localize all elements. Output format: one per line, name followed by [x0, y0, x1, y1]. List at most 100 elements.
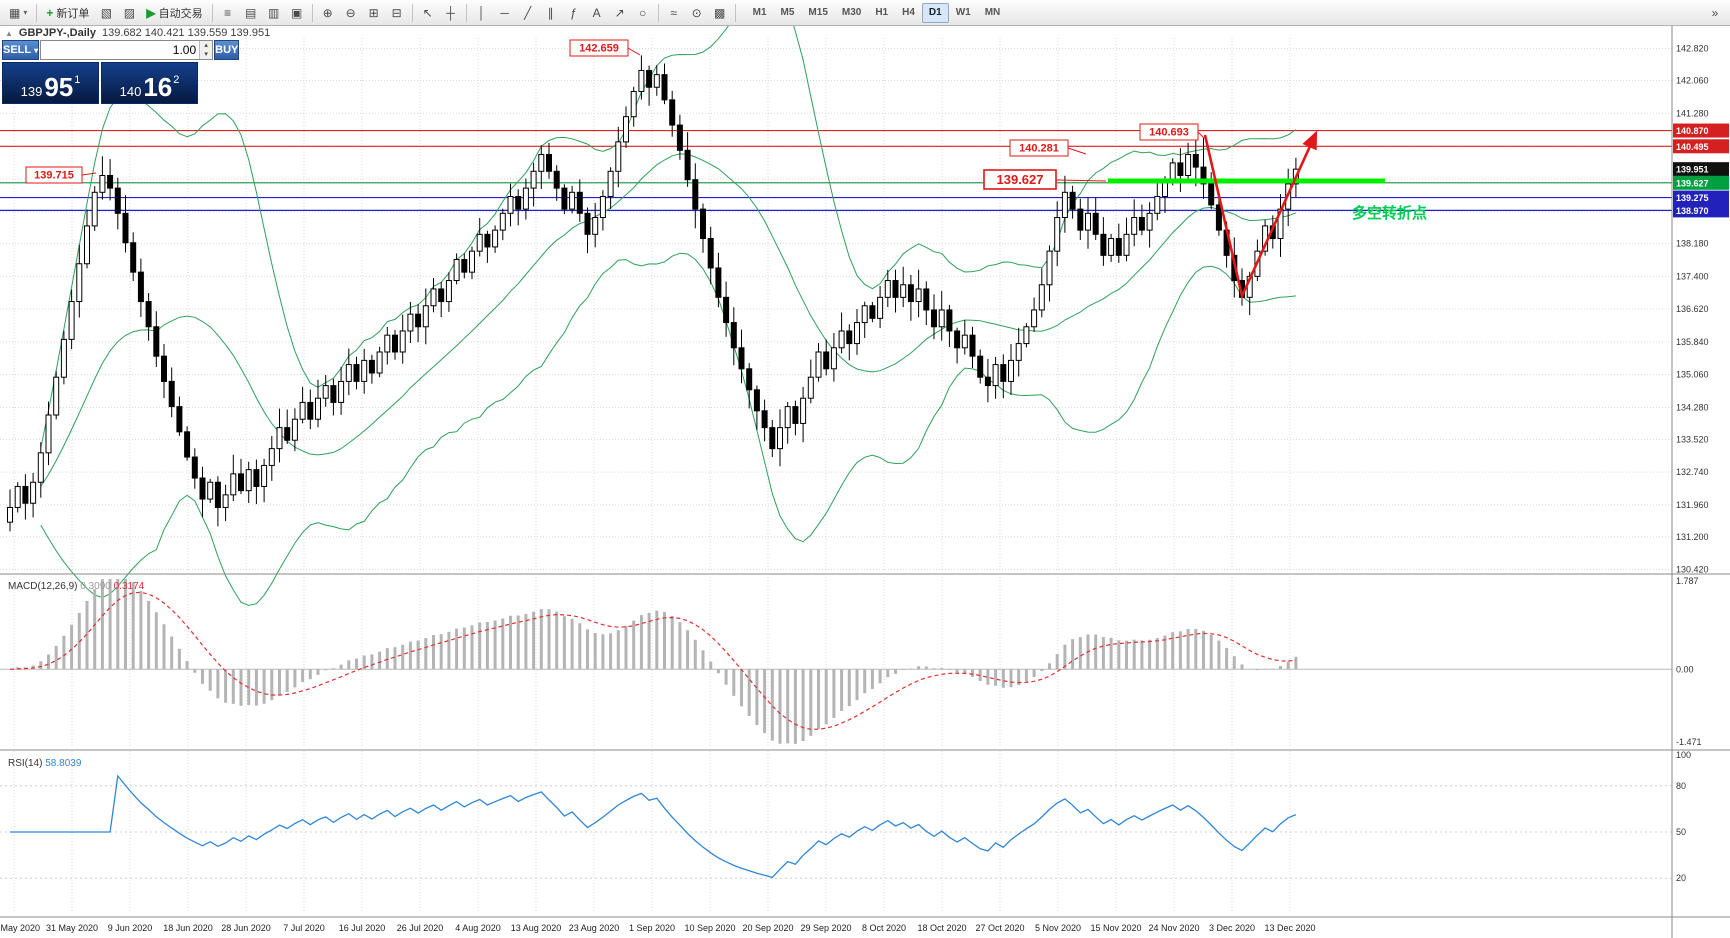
svg-text:28 Jun 2020: 28 Jun 2020	[221, 923, 271, 933]
cursor-icon: ↖	[422, 5, 433, 20]
timeframe-h1-button[interactable]: H1	[875, 6, 889, 18]
price-callout-139.627[interactable]	[983, 169, 1057, 190]
timeframe-d1-button[interactable]: D1	[921, 2, 949, 23]
chart-autoscroll-button[interactable]: ▨	[118, 2, 140, 24]
fibonacci-button[interactable]: ƒ	[563, 2, 585, 24]
timeframe-h4-button[interactable]: H4	[902, 6, 915, 18]
toolbar-overflow-button[interactable]: »	[1711, 5, 1719, 20]
svg-text:10 Sep 2020: 10 Sep 2020	[684, 923, 735, 933]
price-callout-139.715[interactable]	[25, 166, 83, 184]
svg-text:139.951: 139.951	[1676, 165, 1709, 175]
svg-text:136.620: 136.620	[1676, 304, 1709, 314]
top-toolbar: ▦ ▾ + 新订单 ▧ ▨ ▶ 自动交易 ≡ ▤ ▥ ▣ ⊕ ⊖ ⊞ ⊟ ↖ ┼ │ ─ ╱ ∥ ƒ A ↗ ○ ≈ ⊙ ▩ M1 M5 M1…	[0, 0, 1730, 26]
svg-text:139.627: 139.627	[997, 172, 1044, 187]
vertical-line-button[interactable]: │	[471, 2, 493, 24]
timeframe-mn-button[interactable]: MN	[984, 6, 1001, 18]
tile-windows-button[interactable]: ⊞	[363, 2, 385, 24]
price-tag-139.275	[1673, 190, 1729, 205]
crosshair-button[interactable]: ┼	[440, 2, 462, 24]
cascade-windows-button[interactable]: ⊟	[386, 2, 408, 24]
v-reversal-arrow[interactable]	[1203, 130, 1318, 301]
volume-input[interactable]	[41, 41, 200, 59]
svg-text:21 May 2020: 21 May 2020	[0, 923, 40, 933]
sell-price-display[interactable]: 139 95 1	[2, 62, 99, 104]
horizontal-line-button[interactable]: ─	[494, 2, 516, 24]
chart-shift-button[interactable]: ▧	[95, 2, 117, 24]
timeframe-m15-button[interactable]: M15	[808, 6, 828, 18]
zoom-in-button[interactable]: ⊕	[317, 2, 339, 24]
timeframe-w1-button[interactable]: W1	[955, 6, 971, 18]
cursor-button[interactable]: ↖	[417, 2, 439, 24]
auto-trading-button-label: 自动交易	[158, 7, 203, 20]
svg-text:140.281: 140.281	[1019, 143, 1059, 155]
buy-price-sup: 2	[173, 74, 180, 86]
arrows-button[interactable]: ↗	[609, 2, 631, 24]
toolbar-separator	[211, 3, 213, 22]
svg-text:0.00: 0.00	[1676, 664, 1694, 674]
templates-button[interactable]: ▩	[709, 2, 731, 24]
buy-price-display[interactable]: 140 16 2	[101, 62, 198, 104]
sell-price-main: 139	[20, 84, 43, 99]
auto-trading-icon: ▶	[146, 5, 156, 20]
sell-price-sup: 1	[74, 74, 81, 86]
sell-options-caret-icon: ▾	[34, 45, 39, 55]
sell-button-label: SELL	[3, 44, 32, 56]
new-order-icon: +	[46, 5, 54, 20]
volume-increase-icon[interactable]: ▴	[200, 41, 213, 50]
svg-text:135.840: 135.840	[1676, 337, 1709, 347]
price-callout-140.281[interactable]	[1009, 139, 1069, 157]
volume-decrease-icon[interactable]: ▾	[200, 50, 213, 59]
sell-button[interactable]: SELL ▾	[2, 40, 40, 60]
channel-button[interactable]: ∥	[540, 2, 562, 24]
chart-symbol-label: GBPJPY-,Daily	[18, 27, 96, 39]
svg-text:MACD(12,26,9) 0.3090 0.3174: MACD(12,26,9) 0.3090 0.3174	[8, 581, 145, 592]
svg-text:29 Sep 2020: 29 Sep 2020	[800, 923, 851, 933]
new-order-button[interactable]: + 新订单	[41, 2, 94, 24]
periods-button[interactable]: ⊙	[686, 2, 708, 24]
volume-steppers: ▴ ▾	[199, 41, 213, 59]
svg-text:20: 20	[1676, 873, 1686, 883]
fibonacci-icon: ƒ	[570, 5, 577, 20]
svg-text:139.627: 139.627	[1676, 178, 1709, 188]
market-watch-button[interactable]: ≡	[217, 2, 239, 24]
navigator-button[interactable]: ▥	[263, 2, 285, 24]
toolbar-separator	[36, 3, 38, 22]
channel-icon: ∥	[547, 5, 554, 20]
shapes-button[interactable]: ○	[632, 2, 654, 24]
text-button[interactable]: A	[586, 2, 608, 24]
price-callout-142.659[interactable]	[569, 39, 629, 57]
buy-button[interactable]: BUY	[214, 40, 240, 60]
svg-text:5 Nov 2020: 5 Nov 2020	[1035, 923, 1081, 933]
svg-text:18 Jun 2020: 18 Jun 2020	[163, 923, 213, 933]
sell-price-pips: 95	[44, 71, 74, 102]
price-tag-138.970	[1673, 203, 1729, 218]
svg-text:31 May 2020: 31 May 2020	[46, 923, 98, 933]
price-axis[interactable]: 142.820142.060141.280140.500139.720138.9…	[1673, 44, 1729, 575]
timeframe-m30-button[interactable]: M30	[841, 6, 862, 18]
new-chart-button[interactable]: ▦ ▾	[4, 2, 32, 24]
svg-text:132.740: 132.740	[1676, 467, 1709, 477]
terminal-button[interactable]: ▣	[286, 2, 308, 24]
toolbar-separator	[657, 3, 659, 22]
buy-price-pips: 16	[143, 71, 173, 102]
svg-text:133.520: 133.520	[1676, 434, 1709, 444]
timeframe-m5-button[interactable]: M5	[780, 6, 795, 18]
chart-annotations[interactable]: 142.659 140.693 140.281 139.715 139.627 多空转折点	[25, 39, 1427, 301]
trendline-button[interactable]: ╱	[517, 2, 539, 24]
timeframe-m1-button[interactable]: M1	[752, 6, 767, 18]
svg-text:131.200: 131.200	[1676, 532, 1709, 542]
svg-text:15 Nov 2020: 15 Nov 2020	[1090, 923, 1141, 933]
terminal-icon: ▣	[290, 5, 303, 20]
price-callout-140.693[interactable]	[1139, 123, 1199, 141]
trendline-icon: ╱	[523, 5, 532, 20]
zoom-out-button[interactable]: ⊖	[340, 2, 362, 24]
auto-trading-button[interactable]: ▶ 自动交易	[141, 2, 207, 24]
svg-text:24 Nov 2020: 24 Nov 2020	[1148, 923, 1199, 933]
svg-text:130.420: 130.420	[1676, 565, 1709, 575]
data-window-button[interactable]: ▤	[240, 2, 262, 24]
toolbar-separator	[734, 3, 736, 22]
indicators-button[interactable]: ≈	[663, 2, 685, 24]
svg-text:138.970: 138.970	[1676, 206, 1709, 216]
date-axis[interactable]: 21 May 2020 31 May 2020 9 Jun 2020 18 Jun 2…	[0, 923, 1316, 933]
